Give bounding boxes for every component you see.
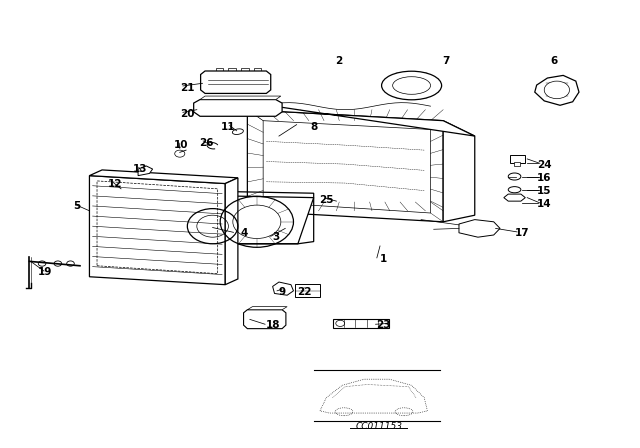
Bar (509, 155, 525, 164)
Text: 24: 24 (537, 159, 552, 170)
Bar (332, 198, 344, 207)
Text: 10: 10 (174, 140, 188, 150)
Text: 12: 12 (108, 180, 122, 190)
Text: 21: 21 (180, 83, 195, 93)
Ellipse shape (508, 187, 521, 193)
Circle shape (336, 320, 344, 327)
Polygon shape (459, 220, 500, 237)
Ellipse shape (232, 129, 243, 134)
Polygon shape (247, 307, 287, 310)
Polygon shape (90, 176, 225, 284)
Bar (514, 162, 520, 165)
Text: 1: 1 (380, 254, 387, 264)
Text: 5: 5 (73, 202, 81, 211)
Circle shape (38, 261, 46, 266)
Text: 4: 4 (241, 228, 248, 238)
Polygon shape (244, 310, 286, 329)
Polygon shape (138, 166, 152, 176)
Text: 17: 17 (515, 228, 529, 238)
Text: 9: 9 (278, 287, 285, 297)
Text: 15: 15 (537, 186, 552, 196)
Text: CC011153: CC011153 (355, 422, 403, 431)
Text: 2: 2 (335, 56, 342, 66)
Polygon shape (263, 121, 431, 213)
Text: 20: 20 (180, 109, 195, 119)
Polygon shape (225, 178, 238, 284)
Ellipse shape (393, 77, 431, 94)
Bar (241, 69, 248, 73)
Polygon shape (443, 121, 475, 222)
Text: 14: 14 (537, 199, 552, 209)
Text: 26: 26 (199, 138, 214, 148)
Ellipse shape (331, 197, 344, 207)
Polygon shape (90, 170, 238, 184)
Bar (228, 69, 236, 73)
Circle shape (175, 150, 185, 157)
Polygon shape (200, 71, 271, 94)
Text: 13: 13 (132, 164, 147, 174)
Text: 7: 7 (443, 56, 450, 66)
Text: 23: 23 (376, 320, 390, 330)
Polygon shape (535, 75, 579, 105)
Ellipse shape (544, 81, 570, 99)
Polygon shape (247, 103, 475, 136)
Ellipse shape (381, 71, 442, 100)
Polygon shape (273, 282, 294, 295)
Bar (253, 69, 261, 73)
Polygon shape (194, 99, 282, 116)
Text: 3: 3 (272, 232, 280, 242)
Text: 18: 18 (266, 320, 280, 330)
Bar (295, 284, 320, 297)
Polygon shape (247, 110, 443, 222)
Text: 8: 8 (310, 122, 317, 132)
Bar (216, 69, 223, 73)
Polygon shape (200, 195, 314, 244)
Polygon shape (200, 96, 281, 99)
Text: 6: 6 (550, 56, 557, 66)
Polygon shape (504, 194, 525, 201)
Circle shape (54, 261, 61, 266)
Circle shape (67, 261, 74, 266)
Text: 22: 22 (297, 287, 312, 297)
Bar (333, 319, 390, 328)
Text: 11: 11 (221, 122, 236, 132)
Text: 25: 25 (319, 195, 333, 205)
Text: 19: 19 (38, 267, 52, 277)
Text: 16: 16 (537, 173, 552, 183)
